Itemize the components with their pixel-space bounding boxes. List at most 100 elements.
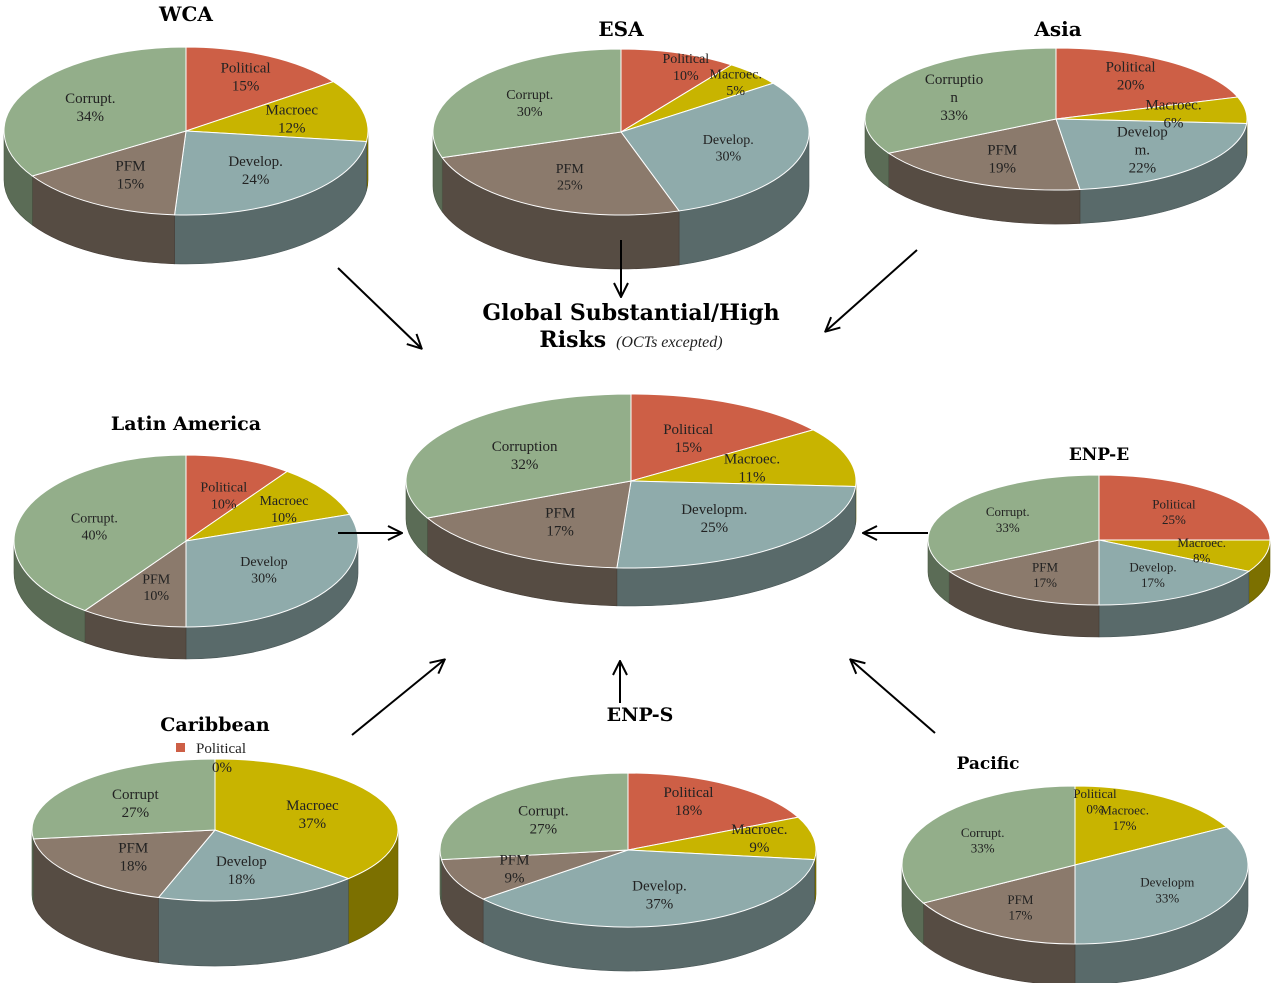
pie-latin-america-label-corrupt-line: 40% [82,528,108,543]
pie-caribbean-title: Caribbean [160,714,270,736]
pie-caribbean-label-corrupt: Corrupt 27% [112,787,159,821]
pie-asia-label-political-line: Political [1106,60,1156,76]
pie-caribbean: Macroec 37% Develop 18% PFM 18% Corrupt 27% Cari… [31,714,399,967]
pie-wca-label-political-line: 15% [232,78,260,94]
pie-pacific-label-corrupt-line: 33% [971,840,995,855]
pie-esa-label-macroec-line: Macroec. [710,67,762,82]
pie-latin-america-label-political-line: 10% [211,497,237,512]
pie-asia-label-pfm-line: PFM [987,142,1017,158]
pie-global-label-pfm-line: PFM [545,506,575,522]
pie-latin-america-label-develop-line: 30% [251,572,277,587]
pie-pacific-label-political-line: 0% [1086,801,1104,816]
pie-enp-e-label-corrupt: Corrupt. 33% [986,504,1030,535]
pie-pacific: Political 0%Macroec. 17%Developm 33%PFM 17%C… [901,754,1249,983]
pie-enp-s-label-develop-line: Develop. [632,879,687,895]
pie-enp-e-label-develop: Develop. 17% [1129,559,1176,590]
pie-latin-america-title: Latin America [111,413,261,435]
pie-enp-e-label-pfm-line: 17% [1033,575,1057,590]
pie-esa-slice-pfm [441,131,680,216]
arrow-from-wca [337,267,421,348]
pie-global-label-political-line: Political [663,422,713,438]
pie-esa-label-develop-line: 30% [715,150,741,165]
pie-asia-slice-political [1055,47,1239,120]
pie-enp-e-label-macroec-line: Macroec. [1177,535,1226,550]
pie-wca-label-macroec-line: 12% [278,121,306,137]
pie-enp-s-label-macroec: Macroec. 9% [731,822,787,856]
pie-latin-america-label-political: Political 10% [200,481,247,513]
pie-global-slice-macroec [630,429,857,487]
pie-asia-label-macroec: Macroec. 6% [1145,98,1201,132]
pie-pacific-label-develop-line: 33% [1155,890,1179,905]
pie-asia-label-develop-line: Develop [1117,124,1168,140]
pie-asia-label-develop-line: m. [1135,142,1150,158]
pie-enp-e-label-corrupt-line: 33% [996,520,1020,535]
pie-esa: Political 10% Macroec. 5% Develop. 30% PFM 25% C… [432,17,810,270]
pie-caribbean-label-corrupt-line: Corrupt [112,787,159,803]
pie-wca-label-develop: Develop. 24% [228,154,283,188]
pie-asia-label-pfm: PFM 19% [987,142,1017,176]
pie-latin-america-label-corrupt: Corrupt. 40% [71,512,118,544]
pies-layer: Political 15% Macroec. 11% Develop m. 25% PFM 17… [3,2,1271,983]
pie-wca-label-pfm-line: PFM [115,159,145,175]
pie-esa-slice-political [620,48,733,133]
pie-global-label-political: Political 15% [663,422,713,456]
pie-asia-slice-pfm [887,118,1081,191]
pie-pacific-label-develop-line: Developm [1140,875,1194,890]
pie-latin-america-label-pfm: PFM 10% [142,572,171,604]
pie-esa-label-pfm: PFM 25% [556,162,585,194]
pie-pacific-label-political-line: Political [1073,786,1117,801]
pie-wca-label-pfm: PFM 15% [115,159,145,193]
arrow-from-caribbean [351,660,444,736]
pie-enp-s-label-corrupt-line: Corrupt. [518,804,568,820]
pie-caribbean-legend-label: Political [196,741,246,757]
pie-latin-america-label-pfm-line: 10% [143,589,169,604]
pie-esa-label-develop: Develop. 30% [703,133,754,165]
pie-esa-slice-corrupt [432,48,622,159]
pie-pacific-title: Pacific [957,754,1020,774]
pie-pacific-label-macroec-line: 17% [1113,818,1137,833]
pie-latin-america-label-macroec-line: Macroec [259,494,308,509]
pie-asia-title: Asia [1033,17,1081,41]
pie-enp-s-label-macroec-line: Macroec. [731,822,787,838]
pie-pacific-label-pfm-line: PFM [1007,892,1033,907]
pie-asia-label-develop-line: 22% [1129,160,1157,176]
pie-enp-e-slice-corrupt [927,474,1100,572]
pie-wca-slice-pfm [31,130,187,216]
pie-pacific-label-develop: Developm 33% [1140,875,1194,906]
center-title-risks: Risks [539,327,606,353]
pie-latin-america-slice-corrupt [13,454,187,612]
pie-latin-america-label-pfm-line: PFM [142,572,171,587]
pie-enp-e-label-political-line: 25% [1162,512,1186,527]
pie-latin-america-label-develop: Develop 30% [240,555,287,587]
pie-caribbean-label-develop-line: Develop [216,854,267,870]
pie-enp-s-label-political-line: 18% [675,803,703,819]
pie-wca-title: WCA [158,2,213,26]
pie-caribbean-label-macroec-line: Macroec [286,798,339,814]
pie-caribbean-legend-swatch [176,743,185,752]
pie-enp-s-label-political-line: Political [663,785,713,801]
pie-global-label-pfm: PFM 17% [545,506,575,540]
pie-pacific-slice-pfm [922,864,1076,945]
arrow-from-asia [826,249,918,331]
pie-wca-slice-macroec [185,81,369,143]
pie-caribbean-label-corrupt-line: 27% [122,805,150,821]
pie-asia-label-political: Political 20% [1106,60,1156,94]
pie-global-label-macroec: Macroec. 11% [724,452,780,486]
pie-asia-label-corrupt-line: 33% [940,108,968,124]
pie-caribbean-side-corrupt [31,829,34,904]
pie-wca: Political 15% Macroec 12% Develop. 24% PFM 15% C… [3,2,369,265]
pie-wca-label-corrupt-line: 34% [77,109,105,125]
pie-global-label-political-line: 15% [674,440,702,456]
pie-asia-label-corrupt-line: n [950,90,958,106]
pie-global-slice-political [630,393,815,482]
pie-enp-s-label-corrupt: Corrupt. 27% [518,804,568,838]
pie-enp-e-label-corrupt-line: Corrupt. [986,504,1030,519]
pie-enp-s-slice-develop [481,849,816,928]
pie-caribbean-slice-pfm [32,829,217,899]
pie-enp-s-label-pfm-line: 9% [504,871,524,887]
pie-esa-label-macroec: Macroec. 5% [710,67,762,99]
pie-pacific-label-pfm: PFM 17% [1007,892,1033,923]
pie-esa-label-corrupt-line: Corrupt. [506,88,553,103]
pie-global-label-pfm-line: 17% [546,524,574,540]
pie-global-label-corrupt-line: Corruption [492,439,558,455]
